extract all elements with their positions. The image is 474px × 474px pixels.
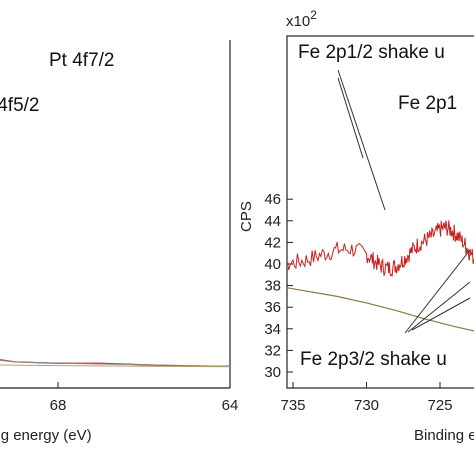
right-y-tick-label: 42 [264, 234, 281, 251]
left-x-tick-label: 68 [50, 397, 67, 414]
left-x-axis-title: Binding energy (eV) [0, 427, 92, 444]
right-series-line-1 [288, 287, 474, 332]
right-annotation-shake-2: Fe 2p3/2 shake u [300, 349, 447, 370]
right-chart-panel: 735730725720303234363840424446 Fe 2p1/2 … [238, 8, 474, 444]
left-x-tick-label: 64 [222, 397, 239, 414]
right-y-tick-label: 44 [264, 213, 281, 230]
right-annotation-fe-2p1: Fe 2p1 [398, 93, 457, 114]
leader-line [411, 297, 471, 331]
right-y-tick-label: 32 [264, 342, 281, 359]
leader-line [337, 69, 386, 211]
leader-line [337, 77, 364, 159]
leader-line [407, 281, 471, 333]
right-plot-frame [286, 35, 474, 389]
left-annotation-pt-4f52: Pt 4f5/2 [0, 95, 40, 116]
right-x-tick-label: 730 [354, 397, 379, 414]
multiplier-exponent: 2 [310, 8, 317, 22]
right-annotation-shake-1: Fe 2p1/2 shake u [298, 42, 445, 63]
right-x-tick-label: 725 [427, 397, 452, 414]
leader-line [404, 249, 471, 334]
right-y-tick-label: 38 [264, 278, 281, 295]
multiplier-base: x10 [286, 13, 310, 30]
right-y-multiplier: x102 [286, 8, 317, 30]
right-x-tick-label: 735 [280, 397, 305, 414]
leader-lines [337, 69, 471, 334]
right-x-axis-title: Binding energy (eV) [414, 427, 474, 444]
left-series-line-2 [0, 364, 231, 368]
right-y-tick-label: 40 [264, 256, 281, 273]
left-annotation-pt-4f72: Pt 4f7/2 [49, 50, 115, 71]
right-y-tick-label: 30 [264, 364, 281, 381]
left-series-line-0 [0, 359, 230, 367]
right-y-tick-label: 46 [264, 191, 281, 208]
right-y-tick-label: 36 [264, 299, 281, 316]
right-series-line-0 [288, 220, 474, 278]
left-series-line-1 [0, 359, 231, 367]
right-y-axis-title: CPS [238, 201, 255, 232]
right-y-tick-label: 34 [264, 321, 281, 338]
left-chart-panel: 726864 Pt 4f7/2 Pt 4f5/2 Binding energy … [0, 40, 238, 444]
